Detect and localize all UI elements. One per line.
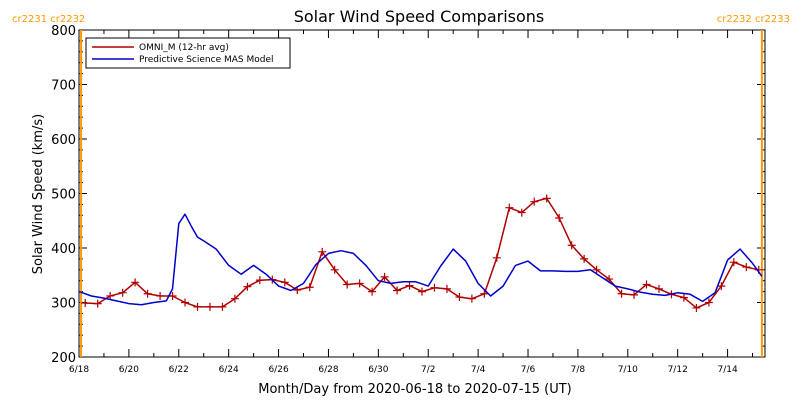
- x-axis-label: Month/Day from 2020-06-18 to 2020-07-15 …: [258, 382, 571, 397]
- x-tick-label: 7/6: [521, 365, 536, 375]
- omni-data-point: [617, 289, 626, 298]
- x-tick-label: 7/14: [717, 365, 737, 375]
- omni-data-point: [729, 258, 738, 267]
- legend-label-mas: Predictive Science MAS Model: [139, 55, 274, 65]
- omni-data-point: [243, 282, 252, 291]
- omni-data-point: [717, 282, 726, 291]
- omni-data-point: [692, 303, 701, 312]
- omni-data-point: [704, 298, 713, 307]
- omni-data-point: [592, 265, 601, 274]
- omni-data-point: [380, 272, 389, 281]
- y-tick-label: 700: [51, 79, 76, 94]
- omni-data-point: [318, 247, 327, 256]
- omni-data-point: [505, 203, 514, 212]
- y-tick-label: 300: [51, 297, 76, 312]
- left-rotation-label: cr2231 cr2232: [12, 14, 85, 25]
- chart-title: Solar Wind Speed Comparisons: [294, 7, 545, 26]
- omni-data-point: [368, 287, 377, 296]
- legend-box: [85, 37, 291, 69]
- omni-data-point: [343, 280, 352, 289]
- mas-series-line: [78, 213, 763, 306]
- omni-data-point: [654, 284, 663, 293]
- omni-data-point: [455, 293, 464, 302]
- legend-label-omni: OMNI_M (12-hr avg): [139, 43, 229, 53]
- omni-data-point: [580, 254, 589, 263]
- omni-data-point: [542, 194, 551, 203]
- y-tick-label: 800: [51, 24, 76, 39]
- omni-data-point: [143, 289, 152, 298]
- omni-data-point: [305, 283, 314, 292]
- y-axis: 200 300 400 500 600 700 800: [51, 24, 765, 366]
- y-axis-label: Solar Wind Speed (km/s): [31, 114, 46, 274]
- omni-data-point: [492, 253, 501, 262]
- omni-data-point: [106, 291, 115, 300]
- y-tick-label: 400: [51, 242, 76, 257]
- x-tick-label: 6/30: [368, 365, 388, 375]
- omni-data-point: [418, 287, 426, 296]
- omni-data-point: [405, 281, 414, 290]
- omni-data-point: [742, 263, 751, 272]
- x-tick-label: 7/8: [571, 365, 586, 375]
- omni-data-point: [118, 288, 127, 297]
- omni-data-point: [530, 197, 539, 206]
- omni-data-point: [355, 279, 364, 288]
- omni-data-point: [168, 291, 177, 300]
- x-tick-label: 6/20: [119, 365, 139, 375]
- x-tick-label: 6/24: [219, 365, 239, 375]
- omni-data-point: [555, 214, 564, 223]
- series-layer: [78, 194, 763, 312]
- omni-data-point: [218, 302, 227, 311]
- x-tick-label: 6/22: [169, 365, 189, 375]
- omni-data-point: [430, 283, 439, 292]
- omni-data-point: [280, 278, 289, 287]
- omni-data-point: [393, 286, 402, 295]
- omni-data-point: [517, 208, 526, 217]
- omni-data-point: [630, 290, 639, 299]
- x-tick-label: 7/12: [668, 365, 688, 375]
- y-tick-label: 500: [51, 188, 76, 203]
- x-axis: 6/18 6/20 6/22 6/24 6/26 6/28 6/30 7/2 7/4 7/6 7/8…: [69, 30, 754, 375]
- omni-data-point: [205, 302, 214, 311]
- rotation-boundaries: [80, 30, 763, 357]
- x-tick-label: 7/4: [471, 365, 486, 375]
- omni-data-point: [193, 302, 202, 311]
- omni-data-point: [81, 299, 90, 308]
- y-tick-label: 200: [51, 351, 76, 366]
- x-tick-label: 6/28: [318, 365, 338, 375]
- omni-data-point: [567, 241, 576, 250]
- omni-data-point: [156, 291, 165, 300]
- omni-data-point: [642, 280, 651, 289]
- omni-data-point: [330, 265, 339, 274]
- omni-data-point: [255, 276, 264, 285]
- omni-data-point: [467, 294, 476, 303]
- omni-data-point: [480, 289, 489, 298]
- right-rotation-label: cr2232 cr2233: [717, 14, 790, 25]
- omni-data-point: [93, 299, 102, 308]
- legend: OMNI_M (12-hr avg) Predictive Science MA…: [85, 37, 291, 69]
- omni-data-point: [131, 278, 140, 287]
- omni-data-point: [181, 298, 190, 307]
- plot-frame: [78, 29, 766, 358]
- x-tick-label: 7/10: [618, 365, 638, 375]
- omni-data-point: [230, 294, 239, 303]
- y-tick-label: 600: [51, 133, 76, 148]
- x-tick-label: 6/26: [268, 365, 288, 375]
- omni-data-point: [679, 293, 688, 302]
- x-tick-label: 7/2: [421, 365, 435, 375]
- x-tick-label: 6/18: [69, 365, 89, 375]
- omni-data-point: [442, 284, 451, 293]
